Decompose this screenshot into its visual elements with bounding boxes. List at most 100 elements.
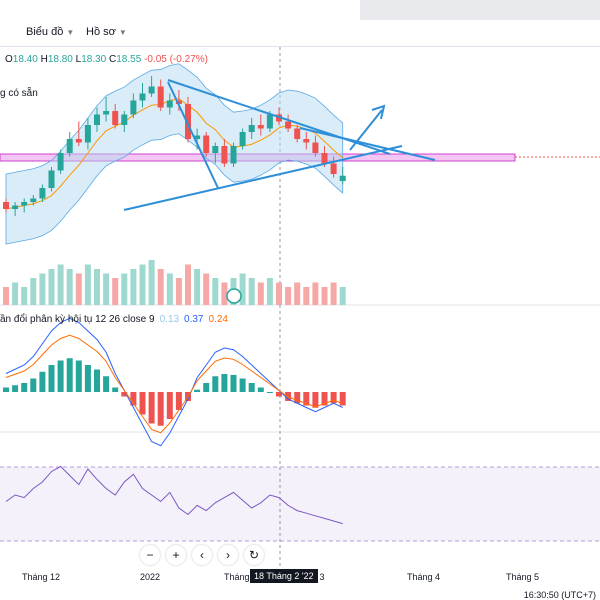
candle-body [221, 146, 228, 164]
candle-body [103, 111, 110, 115]
x-tick: Tháng 12 [22, 572, 61, 582]
macd-histogram-bar [121, 392, 128, 397]
candle-body [303, 139, 310, 143]
trend-line-leg [167, 81, 219, 189]
volume-bar [194, 269, 201, 305]
chevron-left-icon[interactable]: ‹ [192, 545, 212, 565]
volume-bar [84, 264, 91, 305]
clock: 16:30:50 (UTC+7) [523, 590, 596, 600]
volume-bar [157, 269, 164, 305]
candle-body [57, 153, 64, 171]
tab-chart[interactable]: Biểu đồ ▼ [26, 26, 74, 38]
top-bar-strip [360, 0, 600, 20]
candle-body [185, 104, 191, 139]
x-tick: Tháng 4 [407, 572, 441, 582]
candle-body [130, 100, 137, 115]
trend-line-upper [167, 79, 391, 155]
candle-body [157, 86, 164, 108]
candle-body [30, 198, 37, 202]
arrow-head-icon [371, 104, 386, 120]
candle-body [330, 163, 337, 174]
chevron-right-icon[interactable]: › [218, 545, 238, 565]
volume-bar [57, 264, 64, 305]
tab-chart-label: Biểu đồ [26, 26, 64, 38]
price-chart[interactable] [0, 47, 600, 600]
macd-histogram-bar [3, 387, 9, 392]
volume-bar [294, 282, 301, 305]
candle-body [212, 146, 219, 153]
volume-bar [175, 278, 182, 305]
x-tick: g 3 [312, 572, 325, 582]
volume-bar [21, 287, 28, 305]
candle-body [148, 86, 155, 94]
macd-histogram-bar [175, 392, 182, 410]
candle-body [339, 175, 346, 181]
macd-histogram-bar [48, 365, 55, 392]
volume-bar [130, 269, 137, 305]
tab-profile-label: Hồ sơ [86, 26, 116, 38]
chart-navigation: − + ‹ › ↻ [140, 545, 264, 565]
tab-profile[interactable]: Hồ sơ ▼ [86, 26, 127, 38]
macd-histogram-bar [94, 369, 100, 392]
macd-histogram-bar [230, 374, 237, 392]
time-axis: Tháng 12 2022 Tháng 18 Tháng 2 '22 g 3 T… [0, 566, 600, 586]
candle-body [12, 205, 19, 209]
volume-bar [3, 287, 9, 305]
candle-body [312, 142, 319, 153]
minus-icon[interactable]: − [140, 545, 160, 565]
volume-bar [312, 282, 319, 305]
volume-bar [212, 278, 219, 305]
ohlc-readout: O18.40 H18.80 L18.30 C18.55 -0.05 (-0.27… [5, 54, 208, 65]
candle-body [166, 100, 173, 108]
macd-histogram-bar [266, 392, 273, 393]
bollinger-band [5, 63, 344, 245]
macd-histogram-bar [212, 376, 219, 392]
top-bar: Biểu đồ ▼ Hồ sơ ▼ [0, 0, 600, 47]
volume-bar [75, 273, 82, 305]
trend-line-extension [299, 127, 436, 161]
change-value: -0.05 (-0.27%) [144, 54, 208, 65]
candle-body [239, 132, 246, 146]
candle-body [94, 114, 100, 125]
volume-bar [276, 282, 282, 305]
candle-body [39, 188, 46, 199]
macd-histogram-bar [30, 378, 37, 392]
candle-body [294, 128, 301, 139]
rsi-line [5, 465, 343, 525]
candle-body [321, 153, 328, 164]
macd-histogram-bar [139, 392, 146, 415]
volume-bar [94, 269, 100, 305]
chevron-down-icon: ▼ [118, 28, 127, 37]
x-tick: Tháng 5 [506, 572, 540, 582]
candle-body [194, 135, 201, 139]
volume-bar [321, 287, 328, 305]
volume-bar [166, 273, 173, 305]
volume-bar [339, 287, 346, 305]
candle-body [285, 121, 292, 129]
candle-body [66, 139, 73, 153]
macd-histogram-bar [194, 389, 201, 392]
candle-body [112, 111, 119, 125]
macd-histogram-bar [66, 358, 73, 392]
candle-body [84, 125, 91, 143]
reset-icon[interactable]: ↻ [244, 545, 264, 565]
macd-histogram-bar [312, 392, 319, 408]
macd-histogram-bar [330, 392, 337, 404]
macd-legend: ần đổi phân kỳ hội tụ 12 26 close 9 0.13 0… [0, 314, 228, 325]
volume-bar [257, 282, 264, 305]
macd-histogram-bar [112, 387, 119, 392]
crosshair-date: 18 Tháng 2 '22 [250, 569, 318, 583]
volume-bar [103, 273, 110, 305]
macd-line [5, 317, 343, 447]
trend-line-lower [123, 145, 403, 211]
x-tick: 2022 [140, 572, 161, 582]
plus-icon[interactable]: + [166, 545, 186, 565]
volume-bar [303, 287, 310, 305]
macd-histogram-bar [221, 374, 228, 392]
volume-bar [285, 287, 292, 305]
indicator-label: g có sẵn [0, 88, 38, 99]
volume-bar [112, 278, 119, 305]
macd-histogram-bar [276, 392, 282, 397]
volume-bar [185, 264, 191, 305]
candle-body [266, 114, 273, 129]
